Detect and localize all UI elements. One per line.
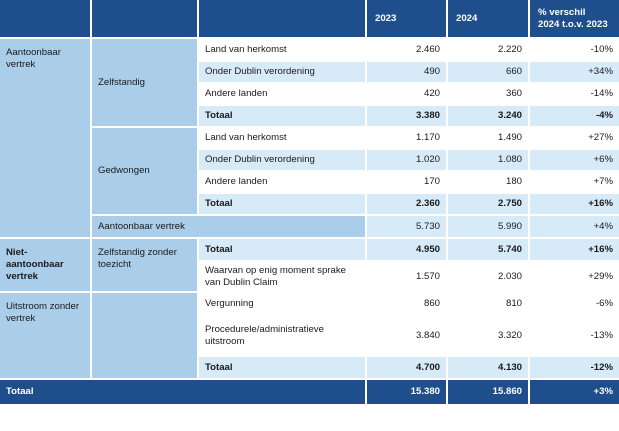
value-2023: 3.840 xyxy=(367,316,448,357)
value-2023: 490 xyxy=(367,62,448,84)
row-label: Onder Dublin verordening xyxy=(199,62,367,84)
value-diff: -10% xyxy=(530,39,619,62)
table-row-total: Totaal 2.360 2.750 +16% xyxy=(0,194,619,216)
table-row: Onder Dublin verordening 1.020 1.080 +6% xyxy=(0,150,619,172)
group-uitstroom-zonder-vertrek: Uitstroom zonder vertrek xyxy=(0,293,92,380)
row-label: Land van herkomst xyxy=(199,39,367,62)
table-row: Aantoonbaar vertrek Zelfstandig Land van… xyxy=(0,39,619,239)
header-diff-line1: % verschil xyxy=(538,6,586,18)
group-aantoonbaar-vertrek: Aantoonbaar vertrek xyxy=(0,39,92,239)
value-2023: 3.380 xyxy=(367,106,448,128)
table-row: Andere landen 170 180 +7% xyxy=(0,172,619,194)
value-2023: 2.360 xyxy=(367,194,448,216)
value-diff: -12% xyxy=(530,357,619,380)
row-label: Andere landen xyxy=(199,172,367,194)
row-label-totaal: Totaal xyxy=(0,380,367,404)
table-header-row: 2023 2024 % verschil 2024 t.o.v. 2023 xyxy=(0,0,619,39)
row-label: Totaal xyxy=(199,106,367,128)
departure-statistics-table: 2023 2024 % verschil 2024 t.o.v. 2023 Aa… xyxy=(0,0,619,404)
value-diff: -6% xyxy=(530,293,619,316)
subgroup-zelfstandig: Zelfstandig xyxy=(92,39,199,128)
value-diff: -13% xyxy=(530,316,619,357)
value-diff: +16% xyxy=(530,194,619,216)
value-2024: 5.990 xyxy=(448,216,530,239)
row-label: Totaal xyxy=(199,239,367,262)
value-2023: 15.380 xyxy=(367,380,448,404)
value-2024: 2.750 xyxy=(448,194,530,216)
value-diff: +34% xyxy=(530,62,619,84)
value-2024: 360 xyxy=(448,84,530,106)
header-empty-cell xyxy=(199,0,367,39)
value-2024: 15.860 xyxy=(448,380,530,404)
value-diff: +4% xyxy=(530,216,619,239)
value-2023: 860 xyxy=(367,293,448,316)
row-label: Andere landen xyxy=(199,84,367,106)
value-2024: 3.240 xyxy=(448,106,530,128)
table-row-total: Niet-aantoonbaar vertrek Zelfstandig zon… xyxy=(0,239,619,293)
value-2024: 660 xyxy=(448,62,530,84)
table-row: Waarvan op enig moment sprake van Dublin… xyxy=(0,262,619,293)
header-diff: % verschil 2024 t.o.v. 2023 xyxy=(530,0,619,39)
subgroup-gedwongen: Gedwongen xyxy=(92,128,199,216)
value-2024: 5.740 xyxy=(448,239,530,262)
value-2023: 4.950 xyxy=(367,239,448,262)
value-2024: 180 xyxy=(448,172,530,194)
table-row-subtotal: Aantoonbaar vertrek 5.730 5.990 +4% xyxy=(0,216,619,239)
value-2023: 1.020 xyxy=(367,150,448,172)
row-label: Land van herkomst xyxy=(199,128,367,150)
header-empty-cell xyxy=(92,0,199,39)
value-2024: 810 xyxy=(448,293,530,316)
value-2023: 2.460 xyxy=(367,39,448,62)
value-2023: 1.170 xyxy=(367,128,448,150)
row-label: Waarvan op enig moment sprake van Dublin… xyxy=(199,262,367,293)
value-2023: 420 xyxy=(367,84,448,106)
row-label: Onder Dublin verordening xyxy=(199,150,367,172)
subgroup-empty xyxy=(92,293,199,380)
row-label-aantoonbaar-vertrek: Aantoonbaar vertrek xyxy=(92,216,367,239)
value-diff: +7% xyxy=(530,172,619,194)
value-diff: +3% xyxy=(530,380,619,404)
value-2024: 4.130 xyxy=(448,357,530,380)
table-row-grand-total: Totaal 15.380 15.860 +3% xyxy=(0,380,619,404)
header-diff-line2: 2024 t.o.v. 2023 xyxy=(538,18,608,30)
value-2023: 4.700 xyxy=(367,357,448,380)
subgroup-zelfstandig-zonder-toezicht: Zelfstandig zonder toezicht xyxy=(92,239,199,293)
value-2024: 2.220 xyxy=(448,39,530,62)
value-2024: 3.320 xyxy=(448,316,530,357)
value-2023: 1.570 xyxy=(367,262,448,293)
value-2024: 1.490 xyxy=(448,128,530,150)
row-label: Vergunning xyxy=(199,293,367,316)
row-label: Procedurele/administratieve uitstroom xyxy=(199,316,367,357)
table-row-total: Totaal 4.700 4.130 -12% xyxy=(0,357,619,380)
value-diff: -4% xyxy=(530,106,619,128)
value-diff: +6% xyxy=(530,150,619,172)
group-niet-aantoonbaar-vertrek: Niet-aantoonbaar vertrek xyxy=(0,239,92,293)
value-diff: +29% xyxy=(530,262,619,293)
table-row: Uitstroom zonder vertrek Vergunning 860 … xyxy=(0,293,619,380)
value-2023: 5.730 xyxy=(367,216,448,239)
value-2024: 2.030 xyxy=(448,262,530,293)
table-row: Gedwongen Land van herkomst 1.170 1.490 … xyxy=(0,128,619,216)
value-diff: -14% xyxy=(530,84,619,106)
value-2024: 1.080 xyxy=(448,150,530,172)
table-row: Procedurele/administratieve uitstroom 3.… xyxy=(0,316,619,357)
header-2024: 2024 xyxy=(448,0,530,39)
table-row-total: Totaal 3.380 3.240 -4% xyxy=(0,106,619,128)
value-diff: +16% xyxy=(530,239,619,262)
value-2023: 170 xyxy=(367,172,448,194)
row-label: Totaal xyxy=(199,357,367,380)
header-empty-cell xyxy=(0,0,92,39)
row-label: Totaal xyxy=(199,194,367,216)
table-row: Andere landen 420 360 -14% xyxy=(0,84,619,106)
table-row: Onder Dublin verordening 490 660 +34% xyxy=(0,62,619,84)
header-2023: 2023 xyxy=(367,0,448,39)
value-diff: +27% xyxy=(530,128,619,150)
